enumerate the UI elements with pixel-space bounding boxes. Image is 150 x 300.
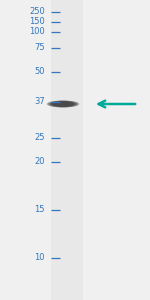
Ellipse shape [49,101,77,107]
Text: 25: 25 [34,134,45,142]
Ellipse shape [56,101,70,106]
Text: 37: 37 [34,98,45,106]
Ellipse shape [59,102,67,106]
Text: 10: 10 [34,254,45,262]
Text: 15: 15 [34,206,45,214]
Ellipse shape [48,100,78,107]
Ellipse shape [55,101,71,106]
Ellipse shape [60,102,66,106]
Text: 150: 150 [29,17,45,26]
Ellipse shape [55,101,71,106]
Ellipse shape [48,101,78,107]
Ellipse shape [52,101,74,107]
Text: 250: 250 [29,8,45,16]
Ellipse shape [58,102,68,106]
Ellipse shape [54,101,72,107]
Ellipse shape [47,100,79,107]
Bar [51,0,83,300]
Text: 75: 75 [34,44,45,52]
Ellipse shape [50,101,76,107]
Ellipse shape [57,102,69,106]
Ellipse shape [51,101,75,107]
Text: 100: 100 [29,28,45,37]
Ellipse shape [61,102,65,106]
Ellipse shape [50,101,76,107]
Ellipse shape [46,100,80,107]
Ellipse shape [58,102,68,106]
Ellipse shape [51,101,75,107]
Ellipse shape [53,101,73,107]
Ellipse shape [56,101,70,106]
Text: 50: 50 [34,68,45,76]
Ellipse shape [61,102,65,106]
Ellipse shape [53,101,73,107]
Ellipse shape [51,101,75,106]
Text: 20: 20 [34,158,45,166]
Ellipse shape [60,102,66,106]
